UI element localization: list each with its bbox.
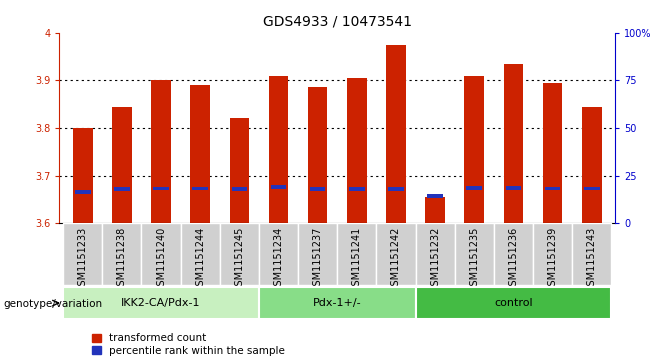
- Text: IKK2-CA/Pdx-1: IKK2-CA/Pdx-1: [121, 298, 201, 308]
- Text: GSM1151244: GSM1151244: [195, 227, 205, 291]
- FancyBboxPatch shape: [63, 223, 102, 285]
- Text: GSM1151241: GSM1151241: [352, 227, 362, 291]
- Text: GSM1151240: GSM1151240: [156, 227, 166, 291]
- Text: GSM1151236: GSM1151236: [509, 227, 519, 291]
- Text: Pdx-1+/-: Pdx-1+/-: [313, 298, 361, 308]
- FancyBboxPatch shape: [572, 223, 611, 285]
- Bar: [192, 187, 208, 190]
- FancyBboxPatch shape: [220, 223, 259, 285]
- Bar: [582, 106, 601, 223]
- Bar: [310, 187, 326, 191]
- Bar: [388, 187, 404, 191]
- FancyBboxPatch shape: [63, 287, 259, 319]
- FancyBboxPatch shape: [376, 223, 416, 285]
- FancyBboxPatch shape: [494, 223, 533, 285]
- FancyBboxPatch shape: [102, 223, 141, 285]
- Bar: [347, 78, 367, 223]
- Text: GSM1151238: GSM1151238: [117, 227, 127, 291]
- Bar: [467, 186, 482, 190]
- FancyBboxPatch shape: [416, 223, 455, 285]
- Text: genotype/variation: genotype/variation: [3, 299, 103, 309]
- FancyBboxPatch shape: [455, 223, 494, 285]
- Bar: [268, 76, 288, 223]
- Bar: [349, 187, 365, 191]
- Text: GSM1151242: GSM1151242: [391, 227, 401, 292]
- FancyBboxPatch shape: [533, 223, 572, 285]
- Bar: [503, 64, 523, 223]
- FancyBboxPatch shape: [259, 287, 416, 319]
- Title: GDS4933 / 10473541: GDS4933 / 10473541: [263, 15, 412, 29]
- Bar: [427, 194, 443, 198]
- Bar: [545, 187, 561, 190]
- Text: GSM1151235: GSM1151235: [469, 227, 479, 292]
- Text: control: control: [494, 298, 533, 308]
- FancyBboxPatch shape: [141, 223, 180, 285]
- Text: GSM1151237: GSM1151237: [313, 227, 322, 292]
- Bar: [75, 190, 91, 194]
- Bar: [232, 187, 247, 191]
- FancyBboxPatch shape: [298, 223, 337, 285]
- Bar: [114, 187, 130, 191]
- Bar: [465, 76, 484, 223]
- Text: GSM1151239: GSM1151239: [547, 227, 557, 291]
- Bar: [505, 186, 521, 190]
- FancyBboxPatch shape: [337, 223, 376, 285]
- Bar: [386, 45, 406, 223]
- FancyBboxPatch shape: [259, 223, 298, 285]
- Bar: [584, 187, 599, 190]
- Text: GSM1151234: GSM1151234: [274, 227, 284, 291]
- FancyBboxPatch shape: [180, 223, 220, 285]
- FancyBboxPatch shape: [416, 287, 611, 319]
- Bar: [230, 118, 249, 223]
- Bar: [308, 87, 328, 223]
- Bar: [425, 197, 445, 223]
- Bar: [151, 80, 171, 223]
- Text: GSM1151233: GSM1151233: [78, 227, 88, 291]
- Text: GSM1151245: GSM1151245: [234, 227, 244, 292]
- Bar: [73, 128, 93, 223]
- Bar: [112, 106, 132, 223]
- Text: GSM1151232: GSM1151232: [430, 227, 440, 292]
- Legend: transformed count, percentile rank within the sample: transformed count, percentile rank withi…: [92, 333, 285, 356]
- Text: GSM1151243: GSM1151243: [587, 227, 597, 291]
- Bar: [270, 185, 286, 189]
- Bar: [543, 83, 563, 223]
- Bar: [190, 85, 210, 223]
- Bar: [153, 187, 169, 190]
